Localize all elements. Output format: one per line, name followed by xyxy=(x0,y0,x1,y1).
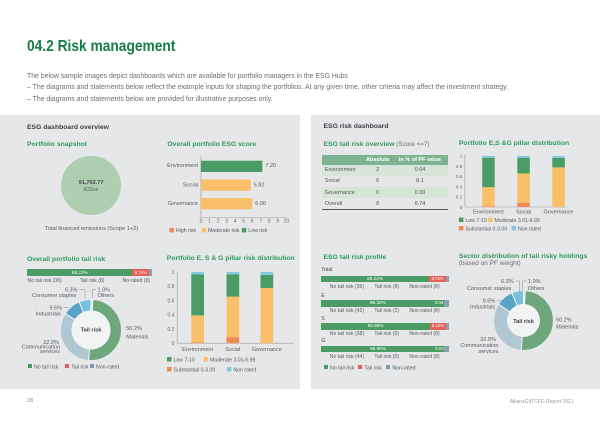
svg-text:32.9%: 32.9% xyxy=(43,340,59,346)
svg-text:Governance: Governance xyxy=(252,347,282,353)
svg-text:Non rated: Non rated xyxy=(518,226,541,232)
svg-text:Industrials: Industrials xyxy=(36,312,61,318)
svg-text:Materials: Materials xyxy=(556,324,579,330)
svg-text:Non rated: Non rated xyxy=(233,367,256,373)
svg-text:0: 0 xyxy=(200,218,203,224)
svg-text:Tail risk: Tail risk xyxy=(81,328,103,334)
svg-text:0.8: 0.8 xyxy=(167,284,174,290)
svg-text:Low risk: Low risk xyxy=(248,228,267,234)
svg-text:Materials: Materials xyxy=(126,334,149,340)
svg-text:Industrials: Industrials xyxy=(470,305,495,311)
svg-text:0.4: 0.4 xyxy=(456,184,463,190)
svg-text:1.0%: 1.0% xyxy=(528,279,541,285)
svg-text:0.6: 0.6 xyxy=(167,299,174,305)
svg-text:Social: Social xyxy=(183,183,198,189)
svg-text:Consumer staples: Consumer staples xyxy=(467,286,512,292)
svg-text:Low 7-10: Low 7-10 xyxy=(465,218,486,224)
svg-text:Others: Others xyxy=(98,293,115,299)
svg-text:1: 1 xyxy=(208,218,211,224)
svg-text:Tail risk: Tail risk xyxy=(513,319,535,325)
svg-text:4: 4 xyxy=(234,218,237,224)
svg-text:0.2: 0.2 xyxy=(167,327,174,333)
svg-text:7.20: 7.20 xyxy=(265,163,276,169)
svg-text:Environment: Environment xyxy=(167,163,198,169)
svg-text:Communication: Communication xyxy=(460,343,498,349)
svg-text:services: services xyxy=(40,349,60,355)
svg-text:Substantial 0-3.00: Substantial 0-3.00 xyxy=(465,226,507,232)
svg-text:Moderate 3.01-6.99: Moderate 3.01-6.99 xyxy=(495,218,540,224)
svg-text:Environment: Environment xyxy=(182,347,213,353)
svg-text:Moderate risk: Moderate risk xyxy=(208,228,240,234)
svg-text:Governance: Governance xyxy=(544,210,574,216)
svg-text:services: services xyxy=(478,349,498,355)
svg-text:1: 1 xyxy=(172,270,175,276)
svg-text:32.9%: 32.9% xyxy=(480,337,496,343)
svg-text:6: 6 xyxy=(251,218,254,224)
svg-text:0: 0 xyxy=(172,341,175,347)
svg-text:50.2%: 50.2% xyxy=(556,318,572,324)
svg-text:Low 7-10: Low 7-10 xyxy=(174,357,195,363)
svg-text:0.4: 0.4 xyxy=(167,313,174,319)
svg-text:Communication: Communication xyxy=(22,345,60,351)
svg-text:Others: Others xyxy=(528,286,545,292)
svg-text:6.3%: 6.3% xyxy=(501,279,514,285)
svg-text:Moderate 3.01-6.99: Moderate 3.01-6.99 xyxy=(210,357,255,363)
svg-text:Social: Social xyxy=(225,347,240,353)
svg-text:6.00: 6.00 xyxy=(255,201,266,207)
svg-text:10: 10 xyxy=(284,218,290,224)
svg-text:Environment: Environment xyxy=(473,210,504,216)
svg-text:1.0%: 1.0% xyxy=(98,287,111,293)
svg-text:0.2: 0.2 xyxy=(456,195,463,201)
svg-text:Governance: Governance xyxy=(168,201,198,207)
svg-text:0: 0 xyxy=(460,205,463,211)
svg-text:5: 5 xyxy=(242,218,245,224)
svg-text:Social: Social xyxy=(516,210,531,216)
svg-text:High risk: High risk xyxy=(176,228,197,234)
svg-text:0.8: 0.8 xyxy=(456,164,463,170)
svg-text:50.2%: 50.2% xyxy=(126,326,142,332)
svg-text:6.3%: 6.3% xyxy=(65,287,78,293)
svg-text:2: 2 xyxy=(217,218,220,224)
svg-text:1: 1 xyxy=(460,154,463,160)
svg-text:5.82: 5.82 xyxy=(254,183,265,189)
svg-text:Substantial 0-3.00: Substantial 0-3.00 xyxy=(174,367,216,373)
svg-text:8: 8 xyxy=(268,218,271,224)
svg-text:9: 9 xyxy=(276,218,279,224)
svg-text:9.5%: 9.5% xyxy=(49,306,62,312)
svg-text:7: 7 xyxy=(259,218,262,224)
svg-text:Consumer staples: Consumer staples xyxy=(32,293,77,299)
svg-text:3: 3 xyxy=(225,218,228,224)
svg-text:0.6: 0.6 xyxy=(456,174,463,180)
svg-text:9.5%: 9.5% xyxy=(483,299,496,305)
